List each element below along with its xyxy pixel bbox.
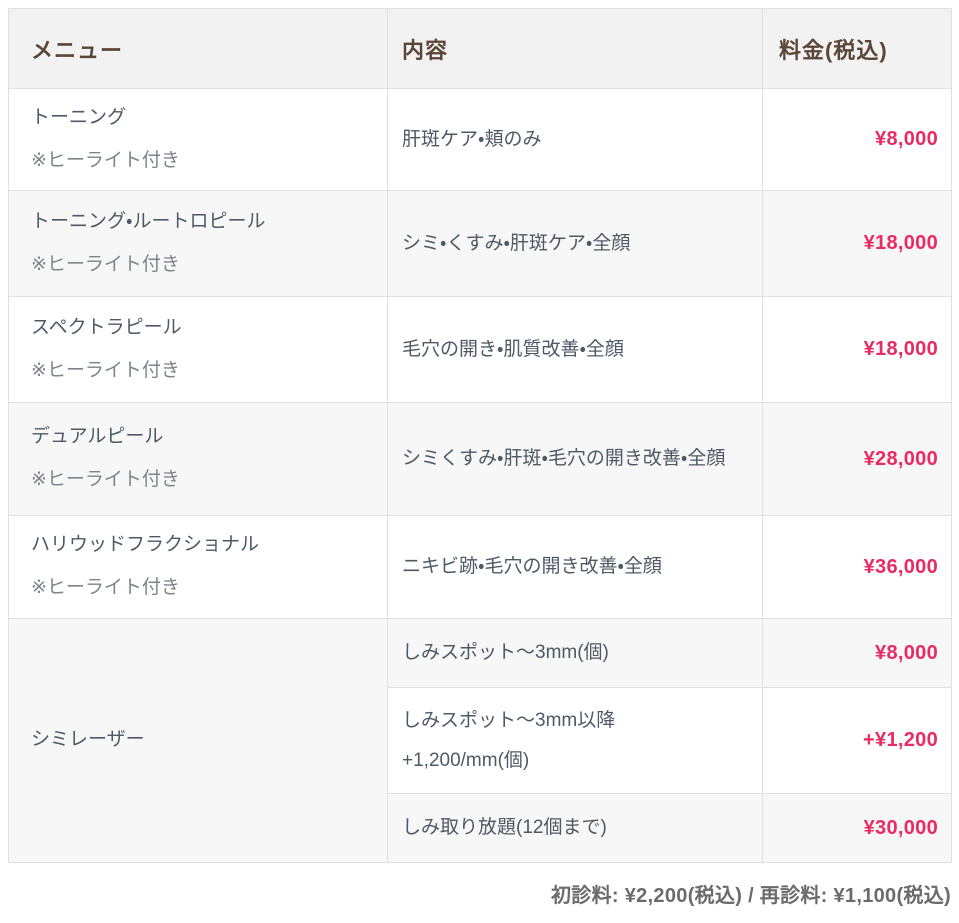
menu-note: ※ヒーライト付き (31, 359, 180, 381)
description-cell: しみスポット〜3mm以降 +1,200/mm(個) (387, 687, 763, 794)
menu-cell: ハリウッドフラクショナル ※ヒーライト付き (8, 515, 388, 619)
table-row: トーニング・ルートロピール ※ヒーライト付き シミ・くすみ・肝斑ケア・全顔 ¥1… (8, 190, 952, 297)
description-cell: しみ取り放題(12個まで) (387, 793, 763, 863)
column-header-price: 料金(税込) (762, 8, 952, 89)
price-cell: +¥1,200 (762, 687, 952, 794)
table-row: しみスポット〜3mm以降 +1,200/mm(個) +¥1,200 (9, 687, 952, 794)
menu-note: ※ヒーライト付き (31, 149, 180, 171)
pricing-page: メニュー 内容 料金(税込) トーニング ※ヒーライト付き 肝斑ケア・頬のみ ¥… (8, 8, 952, 908)
consultation-fee-note: 初診料: ¥2,200(税込) / 再診料: ¥1,100(税込) (551, 885, 951, 907)
menu-note: ※ヒーライト付き (31, 469, 180, 490)
price-cell: ¥28,000 (762, 402, 952, 516)
table-row: デュアルピール ※ヒーライト付き シミくすみ・肝斑・毛穴の開き改善・全顔 ¥28… (8, 402, 952, 516)
menu-name: スペクトラピール (31, 316, 182, 338)
price-cell: ¥8,000 (762, 88, 952, 191)
price-cell: ¥8,000 (762, 618, 952, 688)
table-row: スペクトラピール ※ヒーライト付き 毛穴の開き・肌質改善・全顔 ¥18,000 (8, 296, 952, 403)
menu-name: トーニング・ルートロピール (31, 210, 266, 232)
description-cell: ニキビ跡・毛穴の開き改善・全顔 (387, 515, 763, 619)
menu-group-cell: シミレーザー (8, 618, 388, 863)
table-row: シミレーザー しみスポット〜3mm(個) ¥8,000 (8, 618, 952, 863)
price-table: メニュー 内容 料金(税込) トーニング ※ヒーライト付き 肝斑ケア・頬のみ ¥… (8, 8, 952, 863)
column-header-description: 内容 (387, 8, 763, 89)
menu-cell: トーニング ※ヒーライト付き (8, 88, 388, 191)
menu-cell: デュアルピール ※ヒーライト付き (8, 402, 388, 516)
price-cell: ¥36,000 (762, 515, 952, 619)
description-cell: シミくすみ・肝斑・毛穴の開き改善・全顔 (387, 402, 763, 516)
description-cell: 肝斑ケア・頬のみ (387, 88, 763, 191)
menu-cell: スペクトラピール ※ヒーライト付き (8, 296, 388, 403)
table-row: しみ取り放題(12個まで) ¥30,000 (9, 793, 952, 863)
table-header-row: メニュー 内容 料金(税込) (8, 8, 952, 89)
menu-note: ※ヒーライト付き (31, 253, 180, 275)
price-cell: ¥18,000 (762, 296, 952, 403)
price-cell: ¥18,000 (762, 190, 952, 297)
menu-name: デュアルピール (31, 426, 164, 448)
table-row: ハリウッドフラクショナル ※ヒーライト付き ニキビ跡・毛穴の開き改善・全顔 ¥3… (8, 515, 952, 619)
description-cell: シミ・くすみ・肝斑ケア・全顔 (387, 190, 763, 297)
description-cell: 毛穴の開き・肌質改善・全顔 (387, 296, 763, 403)
column-header-menu: メニュー (8, 8, 388, 89)
price-cell: ¥30,000 (762, 793, 952, 863)
menu-cell: トーニング・ルートロピール ※ヒーライト付き (8, 190, 388, 297)
menu-name: トーニング (31, 106, 127, 128)
description-cell: しみスポット〜3mm(個) (387, 618, 763, 688)
menu-name: ハリウッドフラクショナル (31, 534, 260, 556)
menu-note: ※ヒーライト付き (31, 577, 180, 598)
table-row: トーニング ※ヒーライト付き 肝斑ケア・頬のみ ¥8,000 (8, 88, 952, 191)
